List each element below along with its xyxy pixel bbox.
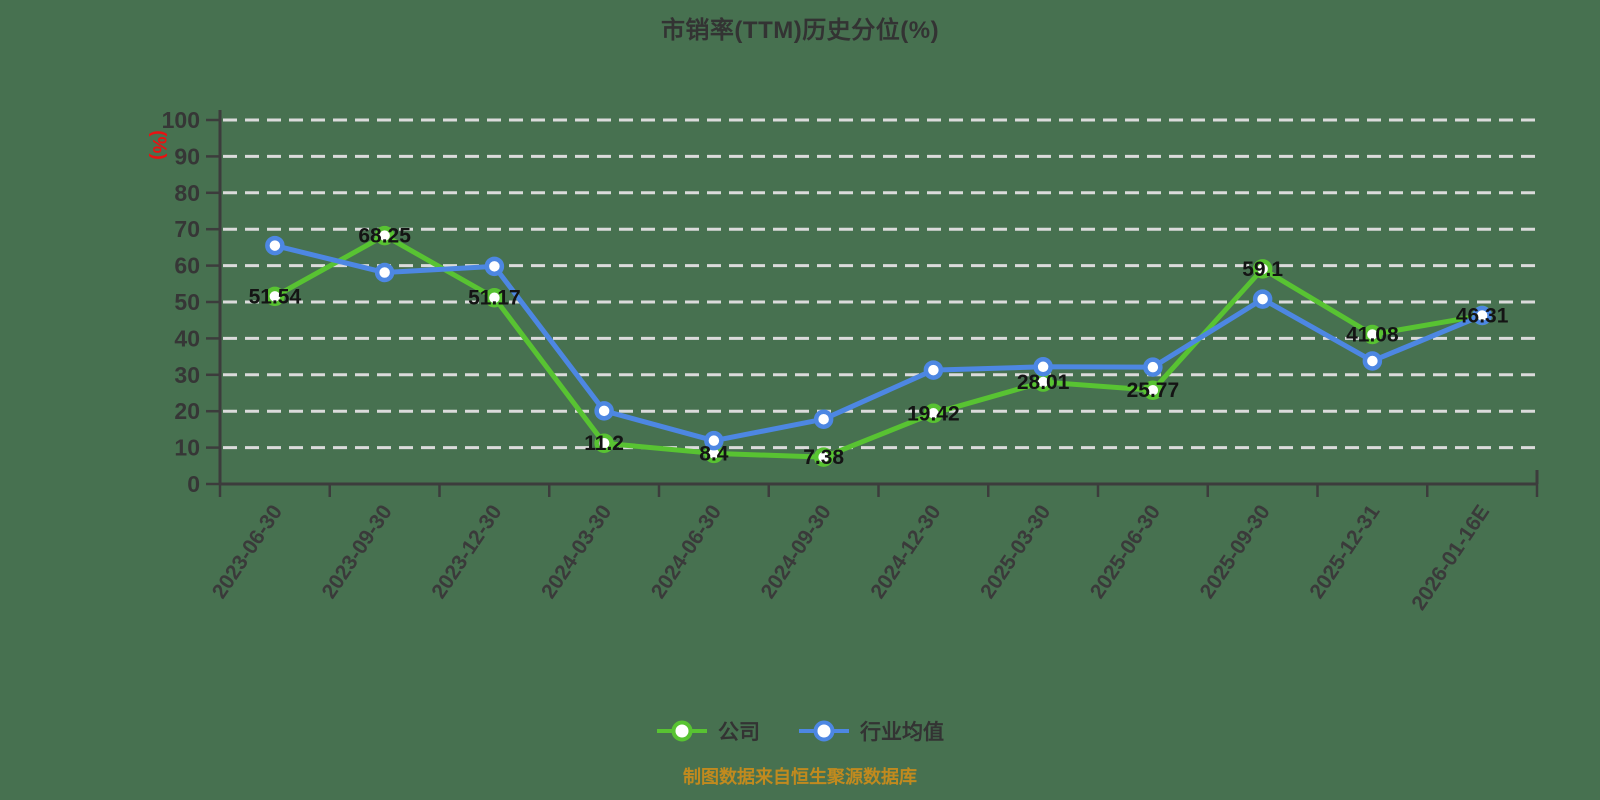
data-label: 41.08: [1346, 323, 1399, 346]
industry-legend-marker-icon: [799, 720, 849, 742]
industry-average-point-marker[interactable]: [374, 262, 395, 283]
legend-label-company: 公司: [718, 721, 760, 744]
industry-average-point-marker[interactable]: [1472, 305, 1492, 326]
company-point-marker[interactable]: [484, 287, 505, 308]
industry-average-point-marker[interactable]: [923, 360, 944, 380]
legend-item-company[interactable]: 公司: [656, 716, 760, 746]
industry-average-point-marker[interactable]: [594, 401, 614, 421]
industry-average-point-marker[interactable]: [704, 430, 724, 451]
y-axis-tick-label: 90: [174, 143, 200, 169]
data-label: 7.38: [803, 446, 844, 469]
industry-average-line: [272, 243, 1485, 444]
industry-average-point-marker[interactable]: [1252, 289, 1273, 309]
industry-average-point-marker[interactable]: [1033, 357, 1053, 377]
company-point-marker[interactable]: [374, 225, 395, 246]
legend: 公司 行业均值: [0, 716, 1600, 746]
data-label: 51.17: [468, 287, 521, 310]
y-axis-tick-label: 0: [187, 471, 200, 497]
y-axis-tick-label: 10: [174, 435, 200, 461]
x-axis-label: 2025-12-31: [1305, 501, 1384, 603]
industry-average-point-marker[interactable]: [813, 409, 834, 429]
x-axis-label: 2023-12-30: [427, 501, 506, 603]
y-axis-tick-label: 80: [174, 180, 200, 206]
y-axis-tick-label: 60: [174, 253, 200, 279]
x-axis-label: 2023-06-30: [208, 501, 287, 603]
data-label: 68.25: [358, 225, 411, 248]
industry-average-point-marker[interactable]: [1362, 351, 1383, 371]
x-axis-label: 2023-09-30: [318, 501, 397, 603]
data-label: 19.42: [907, 402, 960, 425]
industry-average-point-marker[interactable]: [265, 235, 285, 256]
x-axis-label: 2025-03-30: [976, 501, 1055, 603]
y-axis-tick-label: 40: [174, 325, 200, 351]
company-point-marker[interactable]: [923, 403, 944, 424]
x-axis-label: 2025-06-30: [1086, 501, 1165, 603]
data-label: 25.77: [1127, 379, 1180, 402]
company-point-marker[interactable]: [1252, 259, 1273, 279]
y-axis-tick-label: 100: [162, 107, 200, 133]
y-axis-unit-label: (%): [148, 130, 169, 160]
chart-title: 市销率(TTM)历史分位(%): [660, 17, 940, 44]
industry-average-point-marker[interactable]: [1143, 357, 1163, 377]
y-axis-tick-label: 20: [174, 398, 200, 424]
data-label: 28.01: [1017, 371, 1070, 394]
x-axis-label: 2024-12-30: [866, 501, 945, 603]
y-axis-tick-label: 70: [174, 216, 200, 242]
company-point-marker[interactable]: [1143, 380, 1163, 400]
data-source-note: 制图数据来自恒生聚源数据库: [683, 767, 917, 787]
x-axis-label: 2024-06-30: [647, 501, 726, 603]
industry-average-point-marker[interactable]: [484, 256, 505, 277]
company-legend-marker-icon: [657, 720, 707, 742]
y-axis-tick-label: 30: [174, 362, 200, 388]
legend-item-industry-average[interactable]: 行业均值: [798, 716, 944, 746]
data-label: 11.2: [584, 432, 624, 455]
company-point-marker[interactable]: [813, 447, 834, 467]
company-point-marker[interactable]: [1362, 324, 1383, 345]
data-label: 59.1: [1242, 258, 1283, 281]
data-label: 51.54: [249, 285, 302, 308]
legend-label-industry-average: 行业均值: [860, 721, 944, 744]
x-axis-label: 2024-09-30: [757, 501, 836, 603]
x-axis-label: 2026-01-16E: [1407, 501, 1494, 615]
company-point-marker[interactable]: [594, 433, 614, 453]
data-label: 8.4: [699, 442, 729, 465]
data-label: 46.31: [1456, 304, 1509, 327]
x-axis-label: 2025-09-30: [1196, 501, 1275, 603]
y-axis-tick-label: 50: [174, 289, 200, 315]
company-point-marker[interactable]: [265, 286, 285, 307]
company-line: [272, 233, 1485, 460]
x-axis-label: 2024-03-30: [537, 501, 616, 603]
